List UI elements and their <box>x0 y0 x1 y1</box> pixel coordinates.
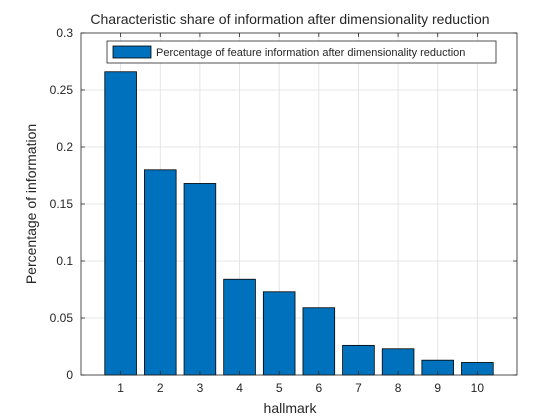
y-tick-label: 0.25 <box>50 83 74 97</box>
bar-5 <box>262 291 296 376</box>
bar-2 <box>144 169 177 376</box>
y-tick-label: 0.1 <box>56 254 73 268</box>
y-axis-label: Percentage of information <box>23 124 39 284</box>
y-tick-label: 0 <box>66 368 73 382</box>
y-tick-label: 0.2 <box>56 140 73 154</box>
bar-7 <box>342 344 375 376</box>
bar-3 <box>183 183 217 376</box>
y-tick-label: 0.15 <box>50 197 74 211</box>
x-tick-label: 7 <box>355 381 362 395</box>
chart-title: Characteristic share of information afte… <box>90 11 489 27</box>
x-tick-label: 1 <box>117 381 124 395</box>
x-tick-label: 9 <box>434 381 441 395</box>
y-tick-label: 0.05 <box>50 311 74 325</box>
x-tick-label: 6 <box>315 381 322 395</box>
x-axis-ticks: 1 2 3 4 5 6 7 8 9 10 <box>117 33 484 395</box>
legend-swatch <box>112 45 152 59</box>
bar-1 <box>104 71 137 376</box>
x-tick-label: 4 <box>236 381 243 395</box>
bars <box>104 71 494 376</box>
y-tick-label: 0.3 <box>56 26 73 40</box>
bar-6 <box>302 307 336 376</box>
x-tick-label: 2 <box>157 381 164 395</box>
legend-entry: Percentage of feature information after … <box>156 47 465 59</box>
legend: Percentage of feature information after … <box>106 40 497 64</box>
x-tick-label: 5 <box>276 381 283 395</box>
x-axis-label: hallmark <box>264 400 318 416</box>
x-tick-label: 3 <box>197 381 204 395</box>
x-tick-label: 10 <box>471 381 485 395</box>
x-tick-label: 8 <box>395 381 402 395</box>
legend-box <box>106 40 497 64</box>
y-axis-ticks: 0 0.05 0.1 0.15 0.2 0.25 0.3 <box>50 26 517 382</box>
bar-4 <box>223 278 256 376</box>
